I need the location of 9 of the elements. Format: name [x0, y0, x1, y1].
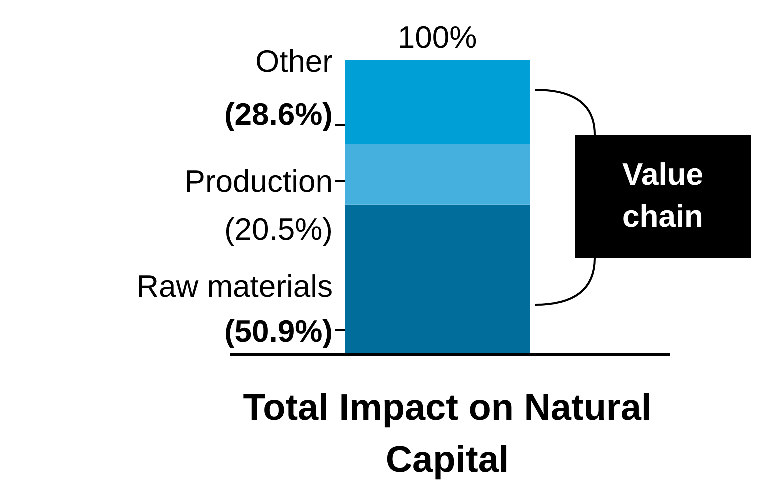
- data-label: (50.9%): [224, 314, 333, 349]
- series-label: Raw materials: [136, 269, 333, 304]
- text: Value chain: [622, 157, 704, 234]
- data-label: (28.6%): [224, 97, 333, 132]
- series-label: Other: [255, 44, 333, 79]
- series-label: Production: [184, 164, 333, 199]
- x-tick-label: Total Impact on Natural Capital: [243, 387, 652, 480]
- total-label: 100%: [398, 20, 478, 55]
- data-label: (20.5%): [224, 212, 333, 247]
